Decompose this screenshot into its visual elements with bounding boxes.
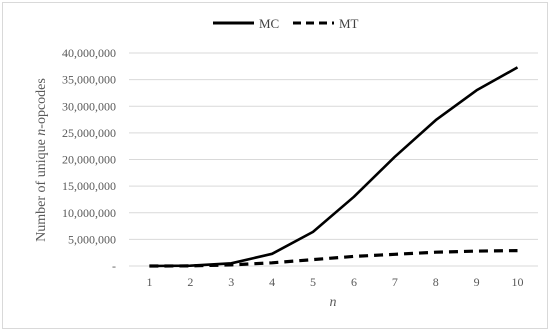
x-tick-labels: 1 2 3 4 5 6 7 8 9 10	[146, 275, 523, 289]
x-tick-label: 5	[310, 275, 316, 289]
x-axis-title: n	[330, 295, 337, 310]
x-tick-label: 8	[433, 275, 439, 289]
series-lines	[149, 66, 519, 268]
series-line-mc	[149, 66, 519, 268]
y-tick-label: 30,000,000	[62, 99, 116, 113]
x-tick-label: 7	[392, 275, 398, 289]
y-tick-label: -	[112, 259, 116, 273]
y-tick-labels: - 5,000,000 10,000,000 15,000,000 20,000,000…	[62, 46, 116, 273]
x-tick-label: 2	[187, 275, 193, 289]
y-tick-label: 10,000,000	[62, 206, 116, 220]
y-tick-label: 35,000,000	[62, 73, 116, 87]
x-tick-label: 6	[351, 275, 357, 289]
y-axis-title-prefix: Number of unique	[34, 136, 49, 242]
x-tick-label: 9	[474, 275, 480, 289]
legend: MC MT	[213, 16, 359, 31]
y-tick-label: 15,000,000	[62, 179, 116, 193]
y-axis-title-italic: n	[34, 129, 49, 136]
y-axis-title-suffix: -opcodes	[34, 78, 49, 129]
series-line-mt	[149, 249, 518, 268]
legend-label-mt: MT	[339, 16, 359, 31]
legend-label-mc: MC	[259, 16, 279, 31]
y-tick-label: 40,000,000	[62, 46, 116, 60]
x-tick-label: 1	[146, 275, 152, 289]
y-tick-label: 25,000,000	[62, 126, 116, 140]
y-tick-label: 5,000,000	[68, 232, 116, 246]
x-tick-label: 3	[228, 275, 234, 289]
y-axis-title: Number of unique n-opcodes	[34, 78, 49, 242]
x-tick-label: 10	[512, 275, 524, 289]
y-tick-label: 20,000,000	[62, 153, 116, 167]
x-tick-label: 4	[269, 275, 275, 289]
gridlines	[129, 52, 538, 267]
